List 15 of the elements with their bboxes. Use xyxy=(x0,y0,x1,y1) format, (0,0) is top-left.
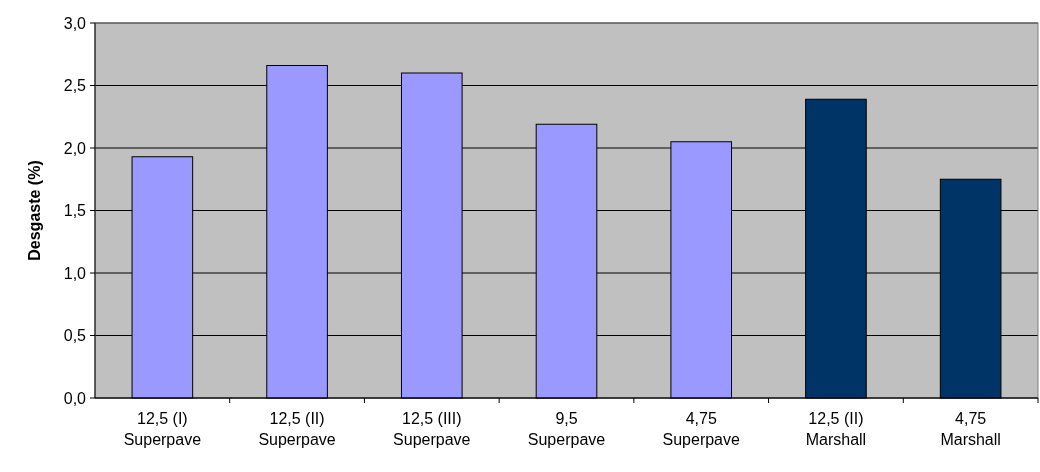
x-tick-label: 4,75 Marshall xyxy=(940,410,1001,448)
x-tick-label: 12,5 (II) Marshall xyxy=(805,410,867,448)
y-tick-label: 1,5 xyxy=(63,202,87,220)
y-tick-label: 0,0 xyxy=(63,389,87,407)
x-tick-label: 12,5 (I) Superpave xyxy=(123,410,202,448)
y-tick-label: 1,0 xyxy=(63,264,87,282)
x-tick-label: 12,5 (II) Superpave xyxy=(258,410,336,448)
y-tick-label: 0,5 xyxy=(63,327,87,345)
y-axis-title: Desgaste (%) xyxy=(26,160,43,261)
y-tick-label: 2,5 xyxy=(63,77,87,95)
x-tick-label: 9,5 Superpave xyxy=(527,410,606,448)
y-tick-label: 3,0 xyxy=(63,14,87,32)
x-tick-label: 4,75 Superpave xyxy=(662,410,741,448)
y-tick-label: 2,0 xyxy=(63,139,87,157)
x-tick-label: 12,5 (III) Superpave xyxy=(393,410,471,448)
